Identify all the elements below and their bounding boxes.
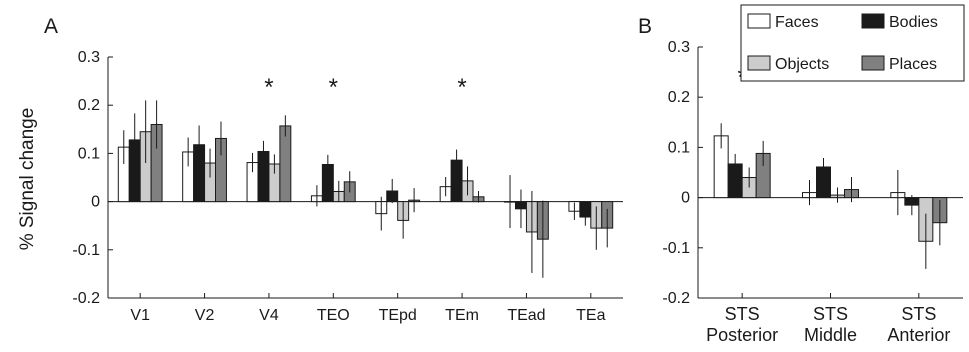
legend-swatch-bodies (861, 13, 885, 29)
legend-label-faces: Faces (775, 14, 819, 31)
y-tick-label: 0.1 (668, 139, 690, 156)
legend-swatch-objects (747, 55, 771, 71)
y-tick-label: 0 (681, 190, 690, 207)
y-tick-label: -0.2 (662, 290, 690, 307)
y-tick-label: 0.3 (78, 49, 100, 66)
x-tick-label: STS Middle (804, 304, 857, 345)
y-tick-label: -0.1 (72, 242, 100, 259)
x-tick-label: STS Posterior (706, 304, 778, 345)
y-tick-label: 0.2 (78, 97, 100, 114)
y-axis-label: % Signal change (17, 108, 38, 251)
x-tick-label-line: Anterior (887, 325, 950, 345)
x-tick-label: TEad (507, 307, 545, 324)
x-tick-label: V1 (130, 307, 150, 324)
y-tick-label: 0.3 (668, 39, 690, 56)
significance-star: * (457, 74, 466, 101)
x-tick-label: TEm (445, 307, 479, 324)
x-tick-label: V4 (259, 307, 279, 324)
legend-swatch-places (861, 55, 885, 71)
y-tick-label: -0.2 (72, 290, 100, 307)
x-tick-label-line: STS (901, 304, 936, 324)
panel-label-a: A (44, 15, 58, 38)
x-tick-label: TEO (317, 307, 350, 324)
x-tick-label-line: STS (725, 304, 760, 324)
significance-star: * (329, 74, 338, 101)
x-tick-label-line: Middle (804, 325, 857, 345)
x-tick-label: STS Anterior (887, 304, 950, 345)
x-tick-label: TEpd (379, 307, 417, 324)
x-tick-label: V2 (195, 307, 215, 324)
y-tick-label: -0.1 (662, 240, 690, 257)
legend-label-objects: Objects (775, 56, 829, 73)
legend-label-bodies: Bodies (889, 14, 938, 31)
legend-label-places: Places (889, 56, 937, 73)
legend-swatch-faces (747, 13, 771, 29)
x-tick-label-line: STS (813, 304, 848, 324)
legend-frame (740, 4, 965, 82)
y-tick-label: 0 (91, 194, 100, 211)
y-tick-label: 0.2 (668, 89, 690, 106)
y-tick-label: 0.1 (78, 145, 100, 162)
x-tick-label-line: Posterior (706, 325, 778, 345)
panel-label-b: B (638, 15, 652, 38)
significance-star: * (264, 74, 273, 101)
bar-places (279, 125, 292, 203)
legend: Faces Bodies Objects Places (740, 4, 965, 82)
panel-a-chart: -0.2 -0.1 0 0.1 0.2 0.3 V1 V2 V4 TEO TEpd TEm TEad TE… (72, 49, 623, 324)
x-tick-label: TEa (576, 307, 605, 324)
